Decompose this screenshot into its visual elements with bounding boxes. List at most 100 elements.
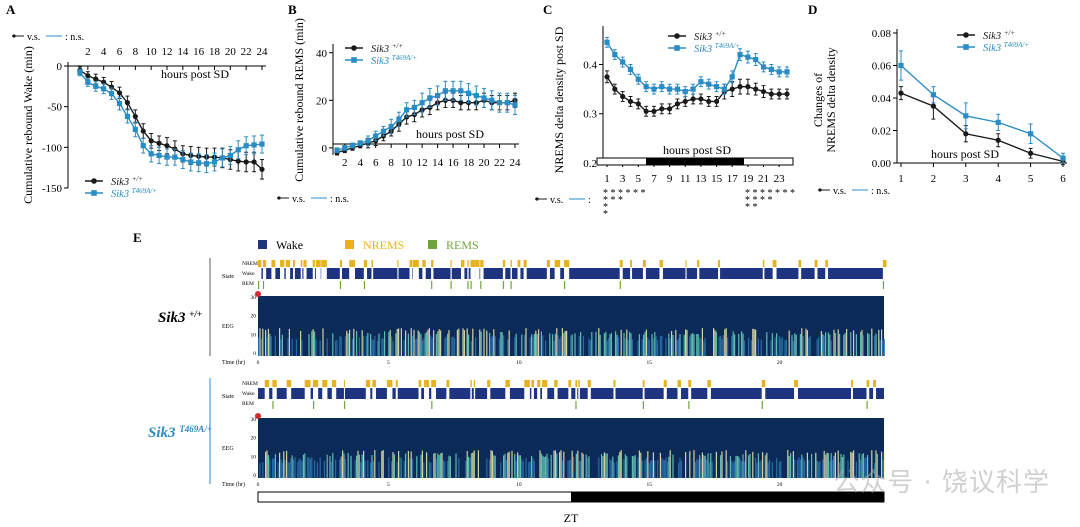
nrem-epoch — [761, 380, 766, 387]
state-axis-label: State — [222, 274, 234, 280]
eeg-column — [780, 338, 782, 356]
data-point — [227, 152, 233, 159]
eeg-column — [762, 452, 764, 478]
wake-gap — [321, 268, 327, 279]
eeg-column — [515, 461, 517, 478]
data-point — [148, 138, 154, 144]
eeg-column — [874, 335, 876, 356]
data-point — [180, 156, 186, 163]
eeg-column — [657, 460, 659, 478]
data-point — [116, 90, 123, 96]
eeg-column — [356, 455, 358, 478]
eeg-column — [545, 340, 547, 356]
y-tick-label: 0.00 — [872, 158, 892, 170]
eeg-column — [347, 453, 349, 478]
data-point — [930, 103, 937, 109]
eeg-column — [654, 460, 656, 478]
wake-gap — [578, 388, 580, 399]
eeg-column — [340, 336, 342, 356]
significance-stars: * * * * * * — [603, 188, 646, 199]
eeg-column — [678, 338, 680, 356]
stat-legend-dot — [818, 188, 822, 192]
eeg-column — [267, 455, 269, 478]
eeg-column — [309, 459, 311, 478]
eeg-column — [493, 455, 495, 478]
eeg-column — [802, 457, 804, 478]
state-level-label: NREM — [242, 261, 258, 267]
eeg-column — [707, 453, 709, 478]
wake-gap — [386, 388, 393, 399]
eeg-tick-label: 30 — [251, 417, 257, 423]
legend-label: Sik3 +/+ — [371, 42, 403, 55]
eeg-column — [881, 451, 883, 478]
significance-stars: * * * * * * * — [745, 188, 795, 199]
eeg-column — [269, 333, 271, 356]
eeg-column — [500, 331, 502, 356]
eeg-column — [571, 334, 573, 356]
wake-gap — [304, 388, 311, 399]
x-tick-label: 7 — [651, 173, 657, 185]
eeg-column — [799, 333, 801, 356]
eeg-column — [312, 329, 314, 356]
wake-gap — [587, 388, 591, 399]
eeg-column — [301, 339, 303, 356]
eeg-column — [581, 452, 583, 478]
eeg-column — [651, 460, 653, 478]
data-point — [760, 64, 767, 70]
eeg-column — [262, 461, 264, 478]
series-line-1 — [79, 72, 263, 165]
eeg-column — [564, 330, 566, 356]
time-tick-label: 5 — [387, 360, 390, 366]
eeg-column — [627, 339, 629, 356]
eeg-column — [629, 331, 631, 356]
eeg-column — [805, 328, 807, 356]
eeg-column — [794, 459, 796, 478]
eeg-column — [393, 454, 395, 478]
eeg-column — [759, 461, 761, 478]
eeg-column — [602, 456, 604, 478]
wake-gap — [349, 268, 355, 279]
nrem-epoch — [431, 380, 437, 387]
data-point — [995, 137, 1001, 143]
eeg-column — [514, 337, 516, 356]
wake-gap — [431, 388, 437, 399]
eeg-column — [675, 329, 677, 356]
genotype-sup: T469A/+ — [179, 424, 212, 434]
eeg-column — [822, 334, 824, 356]
eeg-column — [631, 455, 633, 478]
eeg-column — [637, 457, 639, 478]
eeg-column — [266, 337, 268, 356]
nrem-epoch — [313, 380, 319, 387]
wake-gap — [395, 388, 398, 399]
eeg-column — [398, 328, 400, 356]
wake-gap — [450, 268, 452, 279]
eeg-column — [388, 332, 390, 356]
eeg-column — [720, 335, 722, 356]
data-point — [373, 133, 379, 139]
eeg-column — [661, 335, 663, 356]
rem-epoch — [258, 281, 260, 289]
eeg-column — [643, 334, 645, 356]
eeg-column — [676, 340, 678, 356]
eeg-column — [867, 455, 869, 478]
eeg-column — [651, 334, 653, 356]
eeg-column — [262, 328, 264, 356]
eeg-column — [843, 454, 845, 478]
nrem-epoch — [546, 260, 550, 267]
rem-epoch — [510, 281, 512, 289]
eeg-column — [780, 461, 782, 478]
wake-band — [258, 268, 884, 279]
wake-gap — [424, 388, 430, 399]
data-point — [620, 93, 626, 100]
eeg-column — [559, 452, 561, 478]
data-point — [674, 101, 681, 107]
eeg-column — [742, 333, 744, 356]
eeg-column — [280, 459, 282, 478]
data-point — [140, 143, 146, 149]
eeg-column — [588, 456, 590, 478]
eeg-column — [792, 340, 794, 356]
eeg-column — [701, 452, 703, 478]
eeg-column — [300, 459, 302, 478]
data-point — [172, 154, 178, 160]
eeg-column — [690, 334, 692, 356]
